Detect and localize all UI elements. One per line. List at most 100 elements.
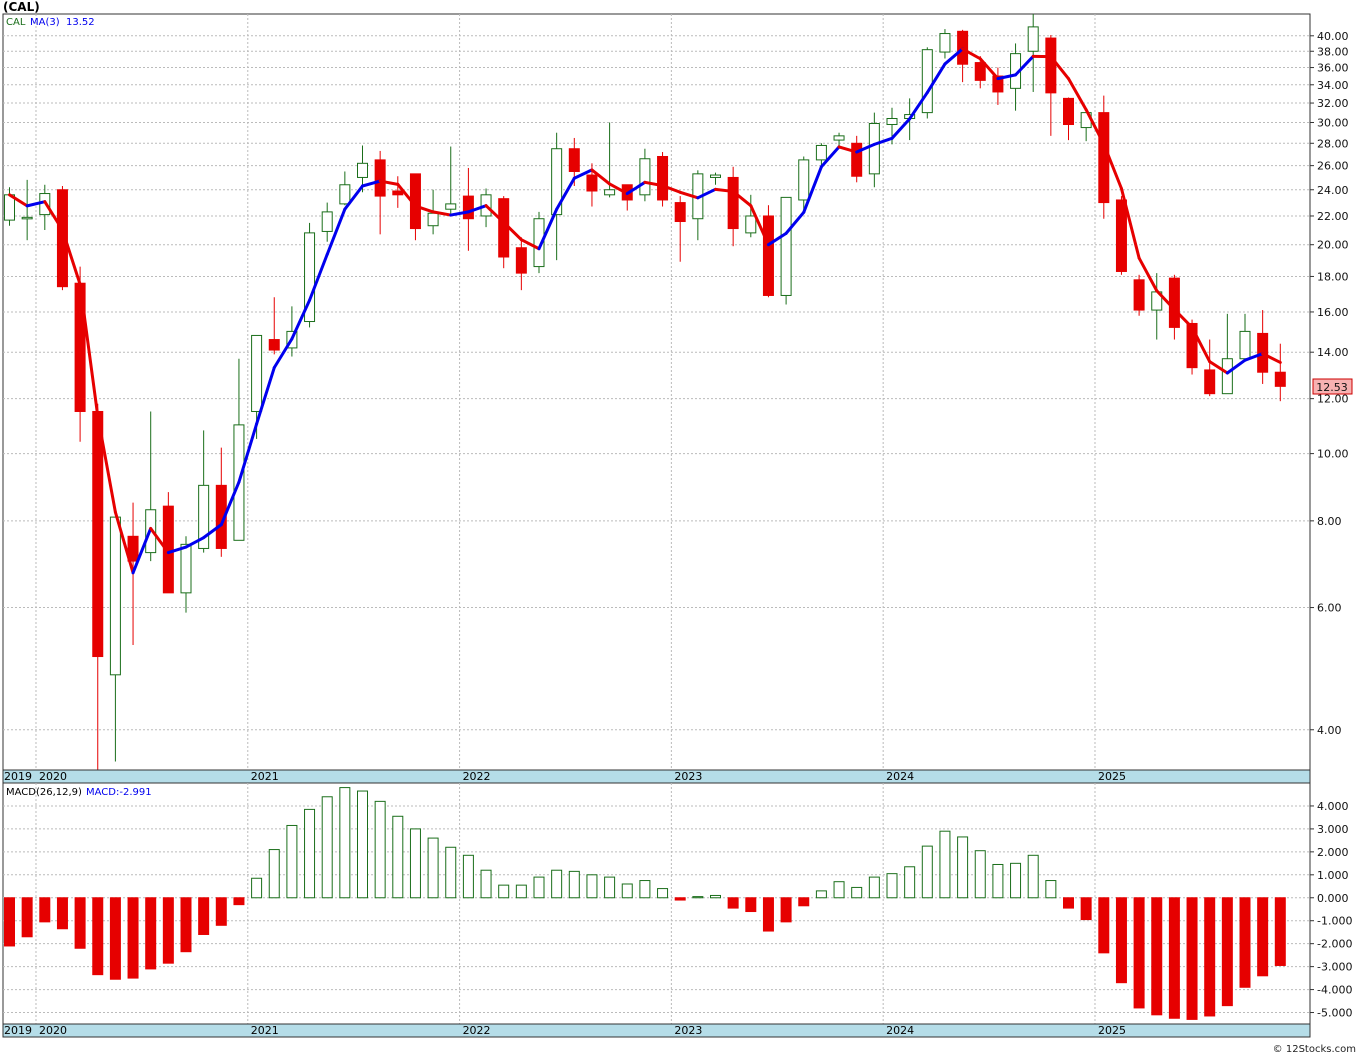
macd-bar [992,863,1004,899]
macd-bar [586,874,598,899]
year-axis-top: 2019 2020 2021 2022 2023 2024 2025 [4,770,1126,783]
macd-bar [762,897,774,932]
ma-segment [219,480,241,527]
candle-body [710,174,721,178]
macd-bar [1186,897,1198,1020]
macd-bar [1257,897,1269,977]
ma-segment [502,220,523,242]
macd-bar [4,897,15,947]
candle-body [745,215,757,234]
macd-bar [21,897,33,938]
ma-segment [890,117,912,140]
macd-tick-label: 3.000 [1317,823,1349,836]
ma-segment [1172,307,1194,329]
price-tick-label: 36.00 [1317,62,1349,75]
ma-segment [537,207,559,251]
candle-body [109,516,121,676]
price-tick-label: 24.00 [1317,184,1349,197]
candle-body [1204,369,1216,395]
candle-body [1027,26,1039,52]
ma-segment [484,204,506,224]
ma-segment [749,204,770,247]
price-tick-label: 18.00 [1317,270,1349,283]
macd-bar [1239,897,1251,988]
candle-body [198,484,210,549]
ma-segment [449,210,470,217]
candle-body [374,159,386,197]
ma-segment [1243,352,1265,362]
macd-bar [339,787,351,899]
macd-bar [1151,897,1163,1016]
macd-bar [815,890,827,899]
ma-segment [96,414,117,514]
macd-tick-label: -4.000 [1317,984,1352,997]
moving-average-line [8,47,1282,575]
macd-bar [604,876,616,899]
year-label: 2023 [674,770,702,783]
macd-bar [710,894,721,899]
ma-segment [625,180,647,196]
price-tick-label: 14.00 [1317,346,1349,359]
candle-body [939,33,951,53]
macd-bar [551,869,563,899]
candle-body [251,334,263,412]
last-price-value: 12.53 [1316,381,1348,394]
macd-bar [957,836,969,899]
macd-tick-label: 1.000 [1317,869,1349,882]
ma-segment [113,510,135,575]
candle-body [833,135,845,141]
ma-segment [413,204,435,214]
macd-bar [39,897,51,923]
candle-body [180,543,192,594]
candle-body [568,148,580,172]
macd-bar [692,896,704,899]
macd-bar [1115,897,1127,984]
ma-segment [290,298,312,341]
ma-segment [202,523,223,540]
macd-bar [215,897,227,926]
candle-body [1168,277,1180,328]
ma-segment [714,187,735,193]
macd-bar [657,888,669,899]
watermark: © 12Stocks.com [1273,1044,1356,1055]
candle-body [268,339,280,351]
macd-bar [445,846,457,899]
ma-segment [855,142,876,154]
candle-body [445,203,457,210]
macd-bar [1063,897,1074,909]
price-tick-label: 20.00 [1317,239,1349,252]
ma-segment [784,210,806,235]
candle-body [21,216,33,220]
ma-segment [1067,77,1088,112]
ma-segment [1261,352,1282,364]
macd-bar [321,796,333,899]
year-label: 2019 [4,1024,32,1037]
ma-segment [819,145,841,169]
ma-segment [361,179,382,188]
macd-bar [109,897,121,980]
macd-bar [639,880,651,899]
price-tick-label: 34.00 [1317,79,1349,92]
macd-bar [851,886,863,899]
macd-y-axis: 4.000 3.000 2.000 1.000 0.000 -1.000 -2.000 -3.… [1310,800,1352,1020]
macd-bar [1080,897,1092,921]
chart-title: (CAL) [3,0,40,14]
macd-bar [798,897,810,907]
candle-body [921,49,933,114]
year-label: 2019 [4,770,32,783]
macd-bar [533,876,545,899]
legend-symbol: CAL [6,17,26,28]
ma-segment [272,337,294,370]
candle-body [868,123,880,175]
candle-body [92,410,104,658]
macd-bar [780,897,792,923]
macd-bar [727,897,739,909]
candle-body [639,158,651,196]
ma-segment [608,182,629,196]
price-y-axis: 40.00 38.00 36.00 34.00 32.00 30.00 28.00 26.00… [1310,30,1349,737]
ma-segment [237,422,259,484]
macd-bar [674,897,686,901]
macd-bar [145,897,157,970]
ma-segment [78,282,100,418]
candle-body [1098,112,1110,204]
